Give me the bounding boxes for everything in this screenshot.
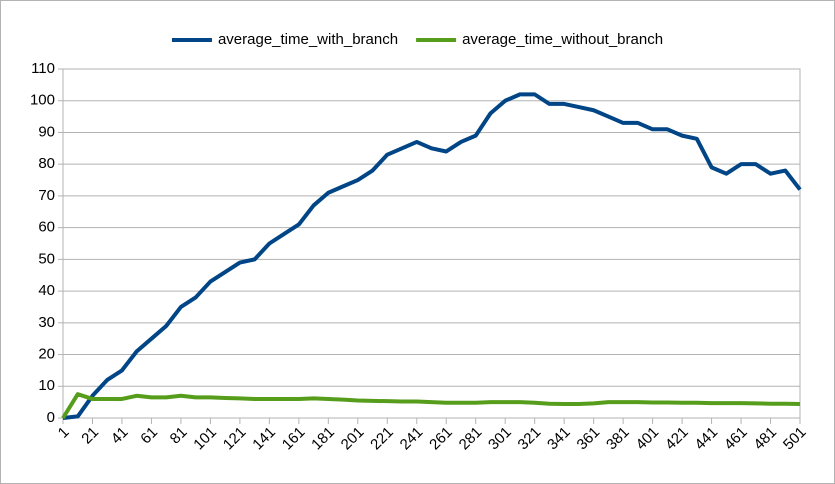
y-tick-label: 30 bbox=[38, 314, 55, 331]
y-tick-label: 100 bbox=[30, 92, 55, 109]
series-line bbox=[61, 392, 801, 420]
y-tick-label: 0 bbox=[47, 409, 55, 426]
y-tick-label: 60 bbox=[38, 219, 55, 236]
y-tick-label: 40 bbox=[38, 282, 55, 299]
legend: average_time_with_branch average_time_wit… bbox=[171, 31, 663, 48]
y-tick-label: 110 bbox=[31, 60, 55, 77]
y-tick-label: 20 bbox=[38, 346, 55, 363]
y-tick-label: 10 bbox=[38, 377, 55, 394]
y-tick-label: 70 bbox=[38, 187, 55, 204]
legend-label: average_time_with_branch bbox=[218, 31, 398, 48]
y-tick-label: 90 bbox=[38, 123, 55, 140]
series-line bbox=[62, 92, 802, 420]
y-tick-label: 80 bbox=[38, 155, 55, 172]
y-tick-label: 50 bbox=[38, 250, 55, 267]
legend-label: average_time_without_branch bbox=[462, 31, 663, 48]
